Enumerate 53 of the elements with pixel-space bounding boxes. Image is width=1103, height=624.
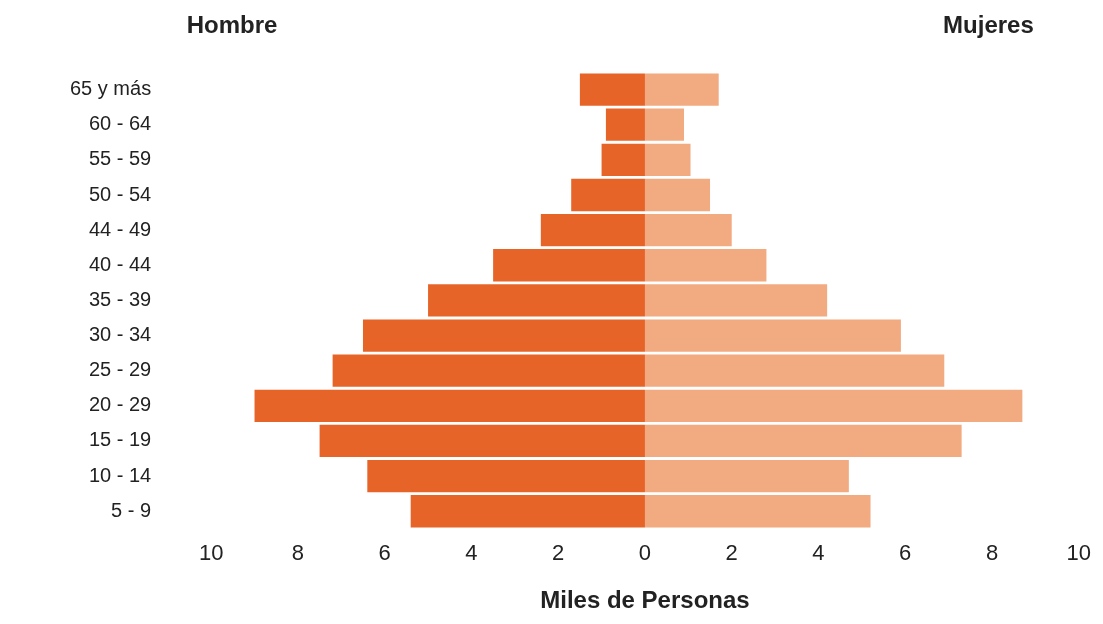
bar — [332, 354, 645, 387]
y-tick-label: 20 - 29 — [88, 393, 152, 416]
x-tick-label: 4 — [465, 540, 478, 566]
x-tick-label: 4 — [812, 540, 825, 566]
y-tick-label: 15 - 19 — [88, 428, 152, 451]
y-tick-label: 65 y más — [69, 77, 152, 100]
bar — [644, 284, 828, 317]
bar — [579, 73, 645, 106]
text: Mujeres — [943, 10, 1034, 38]
bar — [362, 319, 645, 352]
bar — [644, 424, 962, 458]
y-tick-label: 35 - 39 — [88, 287, 152, 310]
bar — [254, 389, 645, 422]
y-tick-label: 60 - 64 — [88, 112, 152, 135]
bar — [644, 143, 691, 177]
bar — [571, 178, 645, 212]
bar — [493, 249, 645, 282]
x-axis-title: Miles de Personas — [540, 586, 750, 614]
x-tick-label: 8 — [985, 540, 999, 566]
bar — [644, 213, 732, 247]
y-tick-label: 55 - 59 — [88, 147, 152, 170]
x-tick-label: 10 — [198, 540, 224, 566]
bar — [540, 213, 645, 247]
bar — [644, 459, 849, 493]
y-tick-label: 25 - 29 — [88, 358, 152, 381]
y-tick-label: 5 - 9 — [111, 498, 152, 521]
y-tick-label: 40 - 44 — [88, 252, 152, 275]
bar — [319, 424, 645, 458]
y-tick-label: 30 - 34 — [88, 323, 152, 346]
x-tick-label: 10 — [1066, 540, 1092, 566]
bar — [428, 284, 645, 317]
bar — [644, 73, 719, 106]
x-tick-label: 8 — [291, 540, 305, 566]
x-tick-label: 2 — [725, 540, 738, 566]
bar — [644, 249, 767, 282]
bar — [367, 459, 645, 493]
x-tick-label: 2 — [552, 540, 565, 566]
text: Hombre — [186, 10, 278, 38]
x-tick-label: 6 — [899, 540, 912, 566]
bar — [410, 495, 645, 528]
bar — [644, 354, 945, 387]
bar — [601, 143, 645, 177]
y-tick-label: 44 - 49 — [88, 217, 152, 240]
x-tick-label: 6 — [378, 540, 391, 566]
bar — [605, 108, 645, 141]
bar — [644, 495, 871, 528]
bar — [644, 108, 684, 141]
bar — [644, 319, 901, 352]
y-tick-label: 10 - 14 — [88, 463, 152, 486]
bar — [644, 178, 711, 212]
y-tick-label: 50 - 54 — [88, 182, 152, 205]
x-tick-label: 0 — [638, 540, 652, 566]
bar — [644, 389, 1023, 422]
